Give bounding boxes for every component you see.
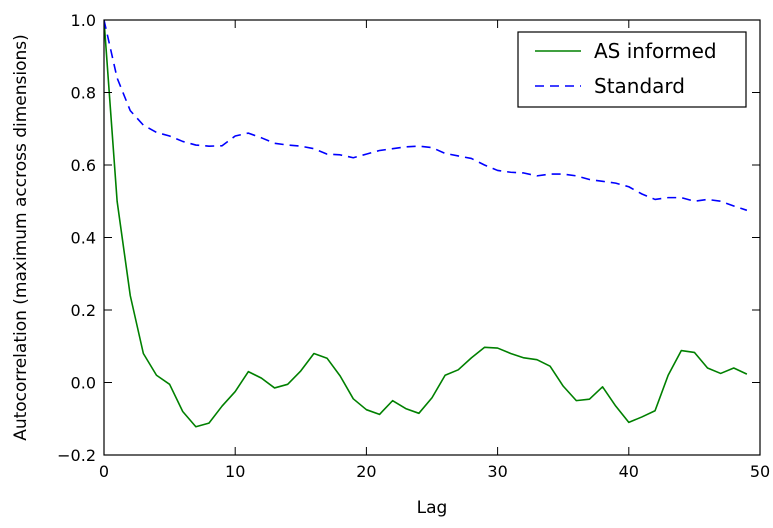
legend-box (517, 31, 747, 108)
y-axis-label: Autocorrelation (maximum accross dimensi… (11, 34, 31, 441)
x-tick-label: 30 (487, 462, 507, 481)
axes-layer: 0 10 20 30 40 50 −0.2 0.0 0.2 0.4 0.6 0.8 1.0 Lag Auto… (11, 11, 770, 518)
series-line-0 (104, 20, 748, 428)
legend-label-1: Standard (594, 74, 685, 98)
series-line-1 (104, 20, 748, 212)
x-tick-label: 10 (225, 462, 245, 481)
y-tick-label: 0.4 (71, 229, 96, 248)
y-tick-label: 0.6 (71, 156, 96, 175)
y-tick-label: 0.8 (71, 84, 96, 103)
x-tick-label: 40 (619, 462, 639, 481)
y-tick-label: −0.2 (57, 446, 96, 465)
x-tick-label: 50 (750, 462, 770, 481)
y-tick-label: 0.2 (71, 301, 96, 320)
y-tick-label: 0.0 (71, 374, 96, 393)
legend-label-0: AS informed (594, 39, 717, 63)
x-tick-label: 20 (356, 462, 376, 481)
y-tick-label: 1.0 (71, 11, 96, 30)
legend: AS informed Standard (517, 31, 747, 108)
x-axis-label: Lag (417, 498, 448, 518)
x-tick-label: 0 (99, 462, 109, 481)
plot-layer (104, 20, 748, 428)
